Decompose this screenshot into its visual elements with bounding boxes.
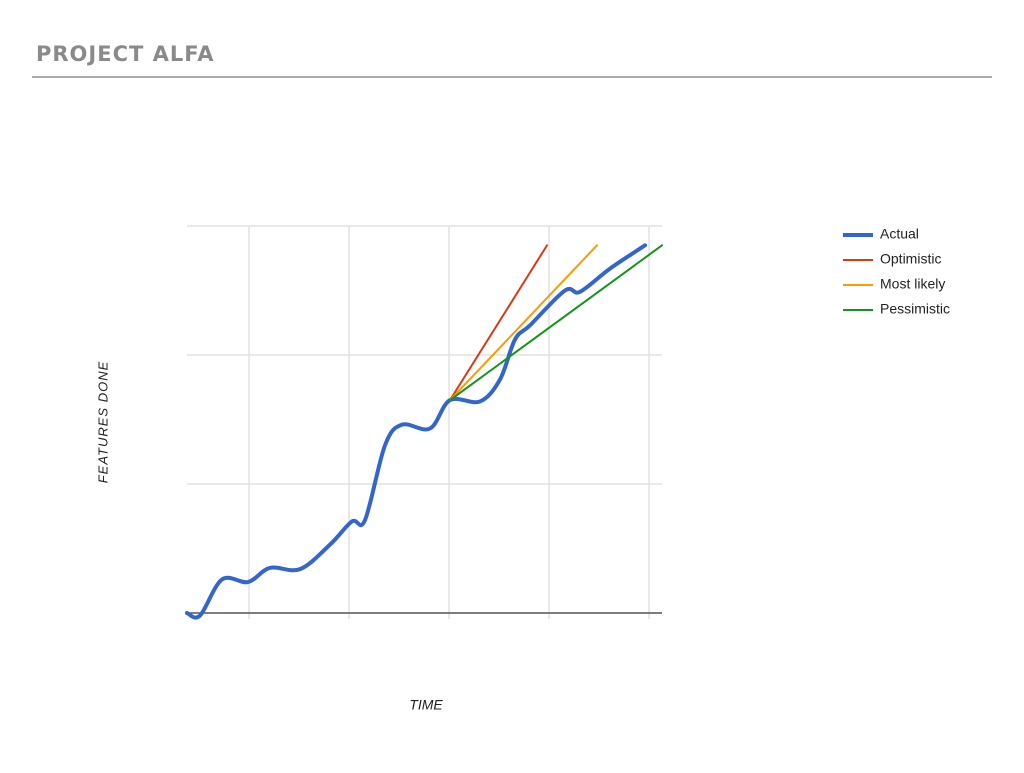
series-line xyxy=(185,243,647,620)
slide-title: PROJECT ALFA xyxy=(36,42,214,66)
series-line xyxy=(449,244,548,402)
x-axis-label: TIME xyxy=(409,697,443,713)
legend-label: Most likely xyxy=(880,276,945,292)
legend-label: Actual xyxy=(880,226,919,242)
series-line xyxy=(449,244,598,402)
legend-label: Optimistic xyxy=(880,251,941,267)
series-line xyxy=(449,244,663,402)
legend-label: Pessimistic xyxy=(880,301,950,317)
y-axis-label: FEATURES DONE xyxy=(95,361,110,484)
